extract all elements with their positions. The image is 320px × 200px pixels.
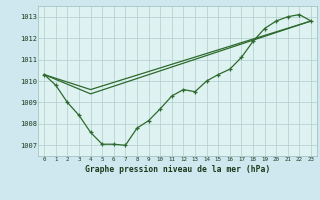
X-axis label: Graphe pression niveau de la mer (hPa): Graphe pression niveau de la mer (hPa) [85, 165, 270, 174]
